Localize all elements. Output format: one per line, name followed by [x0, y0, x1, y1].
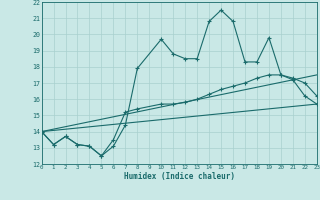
X-axis label: Humidex (Indice chaleur): Humidex (Indice chaleur) [124, 172, 235, 181]
